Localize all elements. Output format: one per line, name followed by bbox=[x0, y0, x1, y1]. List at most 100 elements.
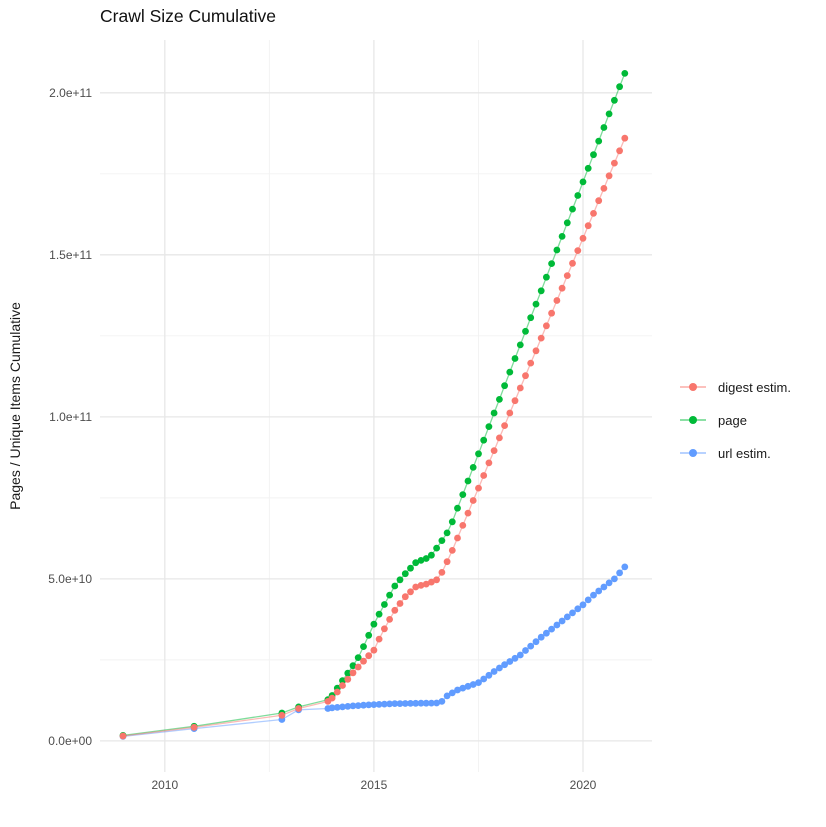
data-point bbox=[558, 284, 566, 292]
data-point bbox=[516, 384, 524, 392]
data-point bbox=[443, 692, 451, 700]
data-point bbox=[558, 617, 566, 625]
data-point bbox=[438, 537, 446, 544]
y-tick-label: 5.0e+10 bbox=[48, 572, 92, 586]
data-point bbox=[490, 409, 498, 417]
data-point bbox=[574, 247, 582, 255]
data-point bbox=[595, 137, 603, 145]
data-point bbox=[480, 675, 488, 683]
legend-item-digest-estim: digest estim. bbox=[680, 377, 791, 397]
data-point bbox=[438, 698, 446, 705]
data-point bbox=[407, 564, 414, 572]
data-point bbox=[396, 700, 404, 707]
data-point bbox=[496, 396, 503, 403]
data-point bbox=[621, 563, 629, 571]
data-point bbox=[386, 616, 393, 623]
data-point bbox=[595, 587, 603, 595]
data-point bbox=[563, 272, 571, 279]
legend-key-icon bbox=[680, 410, 706, 430]
data-point bbox=[417, 582, 425, 589]
data-point bbox=[428, 699, 435, 707]
data-point bbox=[333, 704, 341, 711]
data-point bbox=[386, 591, 393, 599]
data-point bbox=[349, 702, 357, 710]
data-point bbox=[527, 359, 535, 367]
series-points bbox=[119, 70, 629, 740]
data-point bbox=[475, 450, 482, 458]
data-point bbox=[600, 583, 608, 591]
data-point bbox=[501, 661, 508, 669]
legend-key-icon bbox=[680, 443, 706, 463]
data-point bbox=[401, 700, 409, 707]
data-point bbox=[464, 682, 472, 690]
data-point bbox=[370, 620, 378, 628]
data-point bbox=[412, 559, 420, 567]
data-point bbox=[621, 134, 629, 142]
data-point bbox=[605, 110, 613, 118]
data-point bbox=[407, 700, 414, 707]
data-point bbox=[553, 297, 561, 304]
data-point bbox=[360, 657, 367, 665]
data-point bbox=[569, 259, 576, 267]
y-tick-label: 0.0e+00 bbox=[48, 734, 92, 748]
data-point bbox=[422, 555, 430, 562]
data-point bbox=[422, 580, 430, 588]
data-point bbox=[527, 642, 535, 650]
data-point bbox=[485, 459, 493, 467]
data-point bbox=[459, 684, 467, 692]
data-point bbox=[527, 314, 535, 322]
data-point bbox=[485, 423, 493, 430]
data-point bbox=[579, 601, 587, 609]
data-point bbox=[407, 588, 414, 596]
data-point bbox=[522, 647, 529, 654]
data-point bbox=[611, 575, 618, 583]
y-tick-label: 1.0e+11 bbox=[49, 410, 92, 424]
data-point bbox=[475, 484, 482, 492]
data-point bbox=[433, 576, 440, 584]
data-point bbox=[584, 164, 592, 172]
data-point bbox=[574, 605, 582, 613]
data-point bbox=[370, 701, 378, 708]
data-point bbox=[569, 205, 576, 213]
chart-title: Crawl Size Cumulative bbox=[100, 6, 277, 26]
minor-gridlines bbox=[100, 40, 652, 772]
data-point bbox=[537, 633, 545, 641]
x-tick-label: 2020 bbox=[570, 778, 597, 792]
data-point bbox=[490, 447, 498, 454]
data-point bbox=[490, 668, 498, 675]
data-point bbox=[590, 591, 597, 599]
data-point bbox=[511, 654, 519, 662]
data-point bbox=[501, 382, 508, 390]
data-point bbox=[506, 658, 514, 665]
legend-label: digest estim. bbox=[718, 379, 791, 395]
data-point bbox=[616, 83, 623, 91]
data-point bbox=[344, 675, 352, 683]
data-point bbox=[590, 151, 597, 159]
data-point bbox=[605, 579, 613, 587]
data-point bbox=[496, 664, 503, 672]
data-point bbox=[370, 646, 378, 654]
data-point bbox=[569, 609, 576, 617]
data-point bbox=[365, 701, 373, 709]
data-point bbox=[543, 629, 550, 637]
data-point bbox=[537, 334, 545, 342]
data-point bbox=[600, 124, 608, 131]
data-point bbox=[511, 355, 519, 362]
data-point bbox=[464, 477, 472, 485]
data-point bbox=[469, 497, 477, 504]
data-point bbox=[579, 178, 587, 186]
data-point bbox=[480, 436, 488, 444]
legend-label: page bbox=[718, 412, 747, 428]
data-point bbox=[522, 327, 529, 335]
data-point bbox=[469, 464, 477, 471]
data-point bbox=[532, 347, 540, 355]
data-point bbox=[506, 409, 514, 417]
data-point bbox=[354, 663, 362, 671]
data-point bbox=[443, 529, 451, 537]
data-point bbox=[328, 704, 336, 712]
y-tick-label: 1.5e+11 bbox=[49, 248, 92, 262]
data-point bbox=[391, 606, 399, 614]
data-point bbox=[328, 694, 336, 702]
data-point bbox=[349, 662, 357, 670]
data-point bbox=[422, 699, 430, 707]
